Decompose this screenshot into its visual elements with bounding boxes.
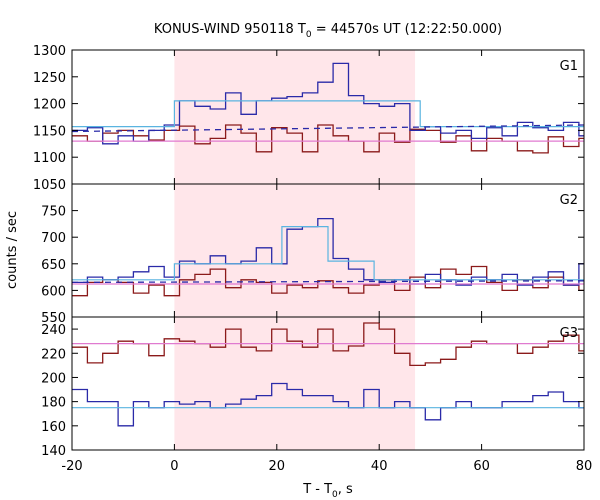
y-tick-label: 180 — [41, 396, 66, 411]
x-tick-label: 0 — [170, 459, 178, 474]
y-tick-label: 1300 — [33, 44, 66, 59]
highlight-interval — [174, 50, 416, 450]
x-tick-label: 40 — [371, 459, 388, 474]
y-tick-label: 700 — [41, 231, 66, 246]
y-tick-label: 1050 — [33, 178, 66, 193]
panel-g2: 550 600 650 700 750 G2 — [41, 183, 585, 326]
y-tick-label: 200 — [41, 371, 66, 386]
y-axis-label: counts / sec — [5, 211, 20, 289]
plot-area: 105011001150120012501300G155060065070075… — [33, 44, 592, 474]
x-axis-label: T - T0, s — [302, 482, 353, 500]
y-tick-label: 1200 — [33, 98, 66, 113]
series-g1-blue-dashed — [71, 124, 585, 133]
x-tick-label: 20 — [269, 459, 286, 474]
y-tick-label: 140 — [41, 444, 66, 459]
panel-g1: 1050 1100 1150 1200 1250 1300 G1 — [33, 44, 585, 193]
y-tick-label: 220 — [41, 347, 66, 362]
series-g2-light-blue-step — [72, 226, 584, 281]
y-tick-label: 240 — [41, 323, 66, 338]
y-tick-label: 1100 — [33, 151, 66, 166]
panel-label: G3 — [560, 326, 578, 341]
y-tick-label: 1250 — [33, 71, 66, 86]
chart-title: KONUS-WIND 950118 T0 = 44570s UT (12:22:… — [154, 22, 502, 40]
panel-frame — [71, 316, 585, 451]
panel-g3: 140 160 180 200 220 240 G3 — [41, 316, 585, 459]
series-g2-blue-step — [72, 217, 584, 286]
y-tick-label: 550 — [41, 311, 66, 326]
series-g2-blue-dashed — [71, 280, 585, 284]
y-tick-label: 1150 — [33, 124, 66, 139]
x-tick-label: 80 — [576, 459, 593, 474]
y-tick-label: 750 — [41, 205, 66, 220]
panel-label: G2 — [560, 193, 578, 208]
y-tick-label: 160 — [41, 420, 66, 435]
panel-label: G1 — [560, 59, 578, 74]
y-tick-label: 650 — [41, 258, 66, 273]
series-g1-blue-step — [72, 62, 584, 145]
y-tick-label: 600 — [41, 284, 66, 299]
x-tick-label: -20 — [61, 459, 82, 474]
series-g3-blue-step — [72, 382, 584, 427]
x-tick-label: 60 — [473, 459, 490, 474]
